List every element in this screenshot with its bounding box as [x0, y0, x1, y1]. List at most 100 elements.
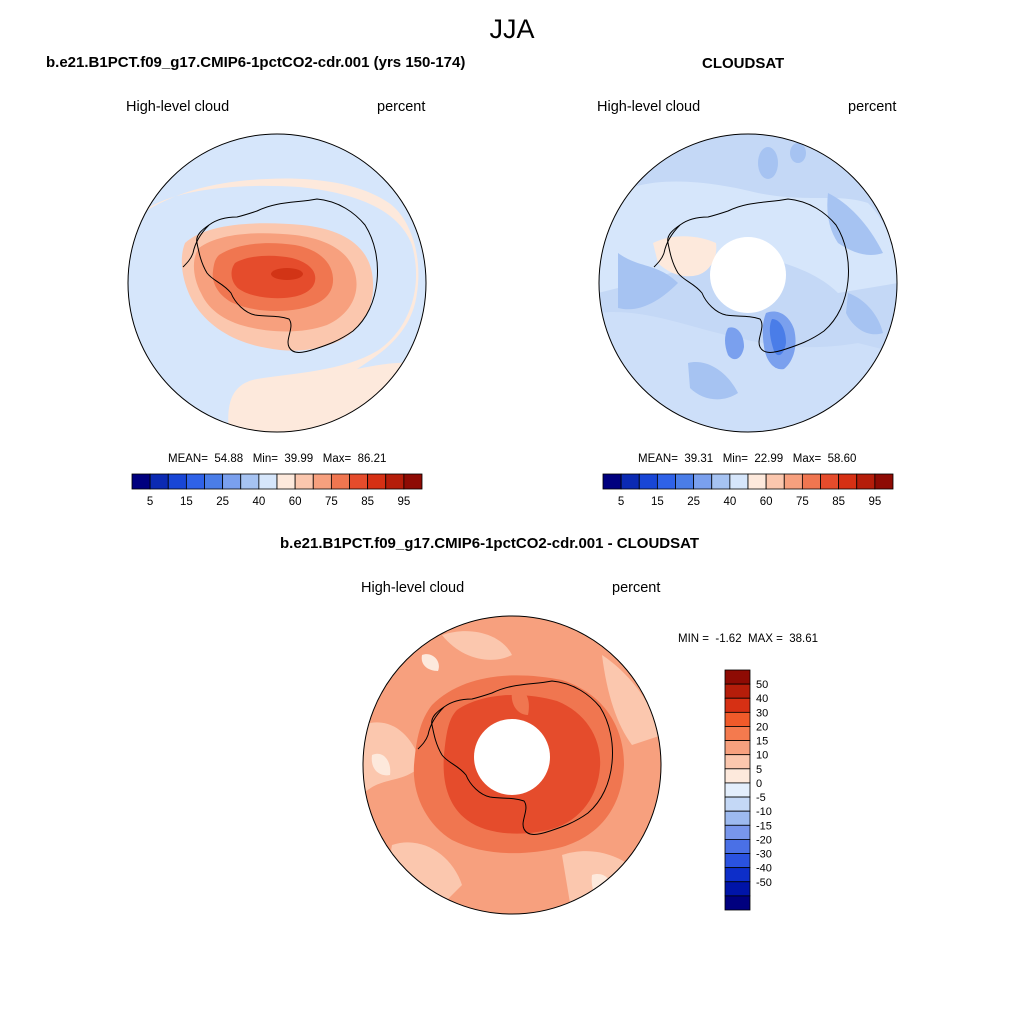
- colorbar-tick-label: 5: [756, 764, 762, 776]
- colorbar-swatch: [276, 473, 296, 490]
- colorbar-swatch: [724, 754, 751, 770]
- colorbar-tick-label: 15: [180, 496, 193, 508]
- coastline-antarctica: [431, 680, 613, 835]
- colorbar-swatch: [638, 473, 658, 490]
- colorbar-swatch: [747, 473, 767, 490]
- colorbar-swatch: [724, 810, 751, 826]
- colorbar-tick-label: 75: [325, 496, 338, 508]
- colorbar-tick-label: 0: [756, 778, 762, 790]
- colorbar-swatch: [856, 473, 876, 490]
- colorbar-swatch: [724, 782, 751, 798]
- colorbar-swatch: [724, 726, 751, 741]
- colorbar-swatch: [724, 839, 751, 854]
- colorbar-tick-label: -20: [756, 834, 772, 846]
- polar-map-obs: [598, 133, 898, 433]
- colorbar-swatch: [294, 473, 314, 490]
- variable-label-obs: High-level cloud: [597, 99, 701, 115]
- colorbar-swatch: [765, 473, 785, 490]
- variable-label-model: High-level cloud: [126, 99, 230, 115]
- colorbar-swatch: [724, 740, 751, 756]
- units-label-obs: percent: [848, 99, 897, 115]
- colorbar-tick-label: 10: [756, 750, 768, 762]
- colorbar-tick-label: -50: [756, 877, 772, 889]
- colorbar-tick-label: 60: [760, 496, 773, 508]
- units-label-model: percent: [377, 99, 426, 115]
- colorbar-tick-label: 85: [361, 496, 374, 508]
- colorbar-tick-label: 85: [832, 496, 845, 508]
- colorbar-swatch: [367, 473, 387, 490]
- colorbar-tick-label: 95: [397, 496, 410, 508]
- colorbar-swatch: [349, 473, 369, 490]
- colorbar-swatch: [675, 473, 695, 490]
- panel-title-model: b.e21.B1PCT.f09_g17.CMIP6-1pctCO2-cdr.00…: [46, 54, 466, 71]
- colorbar-swatch: [330, 473, 350, 490]
- polar-map-model: [127, 133, 427, 433]
- colorbar-tick-label: 15: [756, 736, 768, 748]
- colorbar-tick-label: 50: [756, 679, 768, 691]
- colorbar-swatch: [656, 473, 676, 490]
- units-label-diff: percent: [612, 580, 661, 596]
- colorbar-swatch: [838, 473, 858, 490]
- colorbar-swatch: [131, 473, 151, 490]
- colorbar-swatch: [724, 711, 751, 727]
- polar-gap: [474, 719, 550, 795]
- colorbar-tick-label: 5: [618, 496, 624, 508]
- colorbar-tick-label: 20: [756, 721, 768, 733]
- colorbar-swatch: [724, 867, 751, 883]
- field-blue-mid: [618, 253, 678, 310]
- colorbar-tick-label: 75: [796, 496, 809, 508]
- colorbar-tick-label: 25: [687, 496, 700, 508]
- panel-title-diff: b.e21.B1PCT.f09_g17.CMIP6-1pctCO2-cdr.00…: [280, 535, 700, 552]
- colorbar-obs: 5 15 25 40 60 75 85 95: [602, 473, 894, 508]
- panel-title-obs: CLOUDSAT: [702, 55, 785, 72]
- colorbar-tick-label: 5: [147, 496, 153, 508]
- colorbar-swatch: [724, 895, 751, 911]
- colorbar-tick-label: 60: [289, 496, 302, 508]
- colorbar-swatch: [874, 473, 894, 490]
- map-border: [127, 133, 427, 433]
- colorbar-model: 5 15 25 40 60 75 85 95: [131, 473, 423, 508]
- colorbar-swatch: [385, 473, 405, 490]
- stats-model: MEAN= 54.88 Min= 39.99 Max= 86.21: [168, 453, 387, 465]
- colorbar-swatch: [204, 473, 224, 490]
- colorbar-tick-label: 25: [216, 496, 229, 508]
- colorbar-swatch: [724, 881, 751, 897]
- colorbar-swatch: [693, 473, 713, 490]
- colorbar-swatch: [801, 473, 821, 490]
- colorbar-swatch: [724, 853, 751, 869]
- colorbar-tick-label: 30: [756, 707, 768, 719]
- coastline-peninsula: [182, 224, 210, 268]
- colorbar-tick-label: 40: [252, 496, 265, 508]
- colorbar-swatch: [729, 473, 749, 490]
- colorbar-swatch: [820, 473, 840, 490]
- field-peach-patches: [363, 722, 422, 795]
- polar-gap: [710, 237, 786, 313]
- colorbar-swatch: [185, 473, 205, 490]
- colorbar-swatch: [149, 473, 169, 490]
- colorbar-tick-label: -15: [756, 820, 772, 832]
- colorbar-tick-label: -30: [756, 849, 772, 861]
- colorbar-swatch: [240, 473, 260, 490]
- colorbar-tick-label: -5: [756, 792, 766, 804]
- coastline-antarctica: [196, 198, 378, 353]
- colorbar-tick-label: 15: [651, 496, 664, 508]
- colorbar-swatch: [724, 796, 751, 812]
- colorbar-tick-label: -10: [756, 806, 772, 818]
- field-red-core: [271, 268, 303, 280]
- polar-map-diff: [362, 615, 662, 915]
- colorbar-tick-label: 40: [756, 693, 768, 705]
- colorbar-swatch: [312, 473, 332, 490]
- stats-obs: MEAN= 39.31 Min= 22.99 Max= 58.60: [638, 453, 857, 465]
- map-border: [362, 615, 662, 915]
- colorbar-swatch: [724, 768, 751, 784]
- colorbar-swatch: [783, 473, 803, 490]
- colorbar-swatch: [724, 697, 751, 713]
- variable-label-diff: High-level cloud: [361, 580, 465, 596]
- colorbar-swatch: [167, 473, 187, 490]
- colorbar-tick-label: 40: [723, 496, 736, 508]
- colorbar-tick-label: 95: [868, 496, 881, 508]
- colorbar-swatch: [724, 824, 751, 840]
- colorbar-swatch: [403, 473, 423, 490]
- stats-diff: MIN = -1.62 MAX = 38.61: [678, 633, 819, 645]
